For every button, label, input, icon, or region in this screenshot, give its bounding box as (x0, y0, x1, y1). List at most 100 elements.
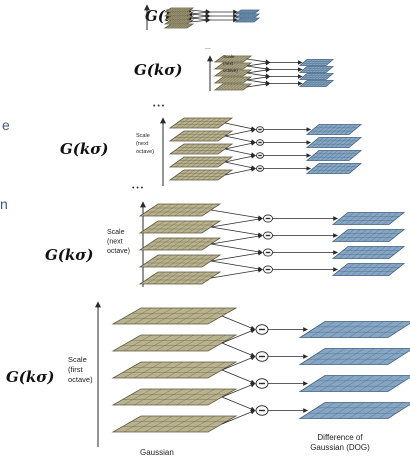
gaussian-plate (168, 169, 234, 181)
connector-arrow (210, 216, 263, 228)
scale-label-line: (first (68, 365, 83, 374)
scale-label-line: Scale (223, 54, 235, 59)
dog-plate (331, 229, 406, 242)
connector-arrow (246, 65, 271, 72)
dog-plate (234, 13, 261, 19)
dog-plate (298, 321, 410, 338)
connector-arrow (246, 74, 271, 81)
scale-label-line: octave) (107, 248, 130, 255)
edge-mark-1: e (2, 117, 10, 133)
dog-plate (298, 402, 410, 419)
gaussian-plate (213, 55, 253, 63)
formula-label-2: G(kσ) (134, 61, 183, 79)
dog-plate (331, 263, 406, 276)
dog-plate (305, 150, 363, 161)
edge-mark-2: n (0, 196, 8, 212)
connector-arrow (210, 226, 263, 238)
dog-plate (298, 348, 410, 365)
connector-arrow (221, 396, 256, 412)
connector-arrow (246, 81, 271, 88)
gaussian-plate (168, 117, 234, 129)
dog-plate (331, 246, 406, 259)
gaussian-plate (168, 130, 234, 142)
gaussian-plate (168, 143, 234, 155)
connector-arrow (221, 355, 256, 371)
connector-arrow (224, 128, 256, 137)
connector-arrow (210, 250, 263, 262)
connector-arrow (221, 369, 256, 385)
dog-plate (305, 137, 363, 148)
dog-plate (298, 80, 335, 87)
gaussian-plate (138, 203, 222, 217)
connector-arrow (221, 382, 256, 398)
dog-plate (298, 73, 335, 80)
connector-arrow (224, 141, 256, 150)
caption-gaussian: Gaussian (140, 448, 174, 457)
gaussian-plate (213, 69, 253, 77)
connector-arrow (210, 209, 263, 221)
dog-plate (234, 9, 261, 15)
scale-label-line: (next (223, 61, 234, 66)
connector-arrow (189, 18, 211, 23)
dog-plate (298, 59, 335, 66)
gaussian-plate (138, 220, 222, 234)
gaussian-plate (213, 83, 253, 91)
gaussian-plate (163, 7, 195, 13)
gaussian-plate (163, 23, 195, 29)
connector-arrow (246, 72, 271, 79)
gaussian-plate (138, 237, 222, 251)
ellipsis: ... (205, 44, 211, 51)
connector-arrow (246, 79, 271, 86)
connector-arrow (246, 67, 271, 74)
dog-plate (234, 17, 261, 23)
stage-4: Scale (next octave) • • • (107, 185, 406, 287)
caption-dog: Difference of (317, 433, 363, 442)
formula-label-4: G(kσ) (45, 246, 94, 264)
caption-dog: Gaussian (DOG) (310, 443, 370, 452)
ellipsis: • • • (132, 185, 144, 192)
connector-arrow (224, 167, 256, 176)
ellipsis: • • • (153, 103, 165, 110)
connector-arrow (189, 14, 211, 19)
gaussian-plate (168, 156, 234, 168)
scale-label-line: Scale (136, 133, 150, 139)
stage-3: Scale (next octave) • • • (136, 103, 363, 186)
scale-label-line: Scale (68, 355, 87, 364)
formula-label-3: G(kσ) (60, 140, 109, 158)
connector-arrow (210, 233, 263, 245)
connector-arrow (221, 328, 256, 344)
dog-plate (298, 375, 410, 392)
scale-label-line: (next (107, 239, 123, 246)
dog-plate (305, 124, 363, 135)
connector-arrow (224, 161, 256, 170)
connector-arrow (221, 409, 256, 425)
connector-arrow (224, 148, 256, 157)
gaussian-plate (138, 254, 222, 268)
connector-arrow (246, 58, 271, 65)
connector-arrow (221, 342, 256, 358)
gaussian-plate (111, 388, 238, 406)
scale-label-line: octave) (68, 375, 93, 384)
connector-arrow (210, 260, 263, 272)
stage-2: Scale (next octave)... (205, 44, 335, 91)
connector-arrow (221, 315, 256, 331)
scale-label-line: Scale (107, 229, 125, 236)
gaussian-plate (163, 19, 195, 25)
formula-label-5: G(kσ) (6, 368, 55, 386)
gaussian-plate (213, 62, 253, 70)
scale-label-line: octave) (223, 68, 238, 73)
connector-arrow (210, 243, 263, 255)
connector-arrow (210, 267, 263, 279)
scale-label-line: (next (136, 141, 149, 147)
gaussian-plate (138, 271, 222, 285)
gaussian-plate (111, 415, 238, 433)
gaussian-plate (163, 11, 195, 17)
connector-arrow (246, 60, 271, 67)
connector-arrow (224, 154, 256, 163)
dog-plate (298, 66, 335, 73)
scale-label-line: octave) (136, 149, 154, 155)
gaussian-plate (111, 334, 238, 352)
connector-arrow (224, 135, 256, 144)
gaussian-plate (111, 361, 238, 379)
